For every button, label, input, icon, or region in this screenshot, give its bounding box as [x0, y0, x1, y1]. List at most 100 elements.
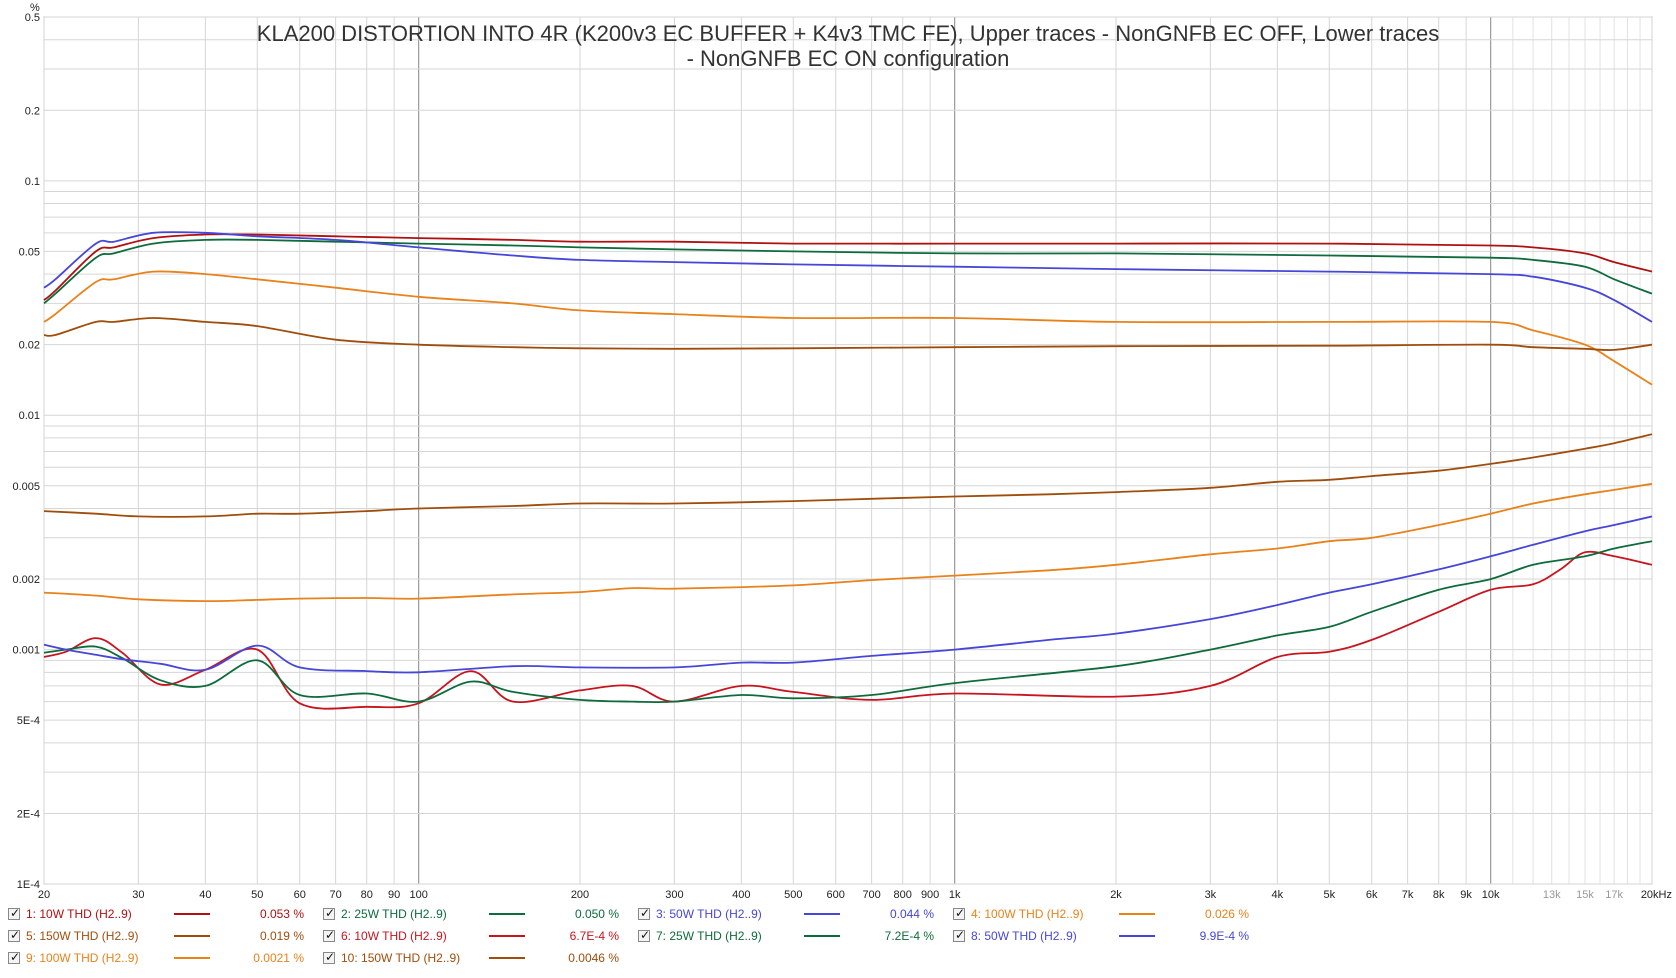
legend-item-7: ✓ 7: 25W THD (H2..9) 7.2E-4 %	[638, 926, 934, 946]
check-icon: ✓	[325, 906, 336, 920]
legend-series-name: 7: 25W THD (H2..9)	[656, 929, 762, 943]
x-tick-label: 1k	[949, 889, 961, 901]
legend-checkbox-8[interactable]: ✓	[953, 928, 965, 942]
legend-item-6: ✓ 6: 10W THD (H2..9) 6.7E-4 %	[323, 926, 619, 946]
legend-swatch	[489, 935, 525, 937]
legend-series-name: 1: 10W THD (H2..9)	[26, 907, 132, 921]
x-tick-label: 200	[571, 889, 589, 901]
x-tick-label: 60	[294, 889, 306, 901]
legend-checkbox-2[interactable]: ✓	[323, 906, 336, 920]
legend-series-value: 0.0021 %	[253, 951, 304, 965]
legend-series-name: 8: 50W THD (H2..9)	[971, 929, 1077, 943]
y-tick-label: 0.2	[25, 105, 40, 117]
series-line-1	[43, 233, 1653, 301]
legend-series-value: 7.2E-4 %	[884, 929, 934, 943]
legend-series-value: 0.050 %	[574, 907, 619, 921]
x-tick-label: 10k	[1482, 889, 1500, 901]
y-tick-label: 0.5	[25, 12, 40, 24]
series-line-8	[43, 515, 1653, 674]
x-tick-label: 6k	[1366, 889, 1378, 901]
series-line-2	[43, 238, 1653, 305]
legend-checkbox-3[interactable]: ✓	[638, 906, 650, 920]
x-tick-label: 40	[199, 889, 211, 901]
legend-item-5: ✓ 5: 150W THD (H2..9) 0.019 %	[8, 926, 304, 946]
legend-swatch	[804, 935, 840, 937]
legend-series-value: 6.7E-4 %	[569, 929, 619, 943]
series-line-10	[43, 433, 1653, 518]
legend-swatch	[1119, 913, 1155, 915]
x-tick-label: 500	[784, 889, 802, 901]
legend-item-8: ✓ 8: 50W THD (H2..9) 9.9E-4 %	[953, 926, 1249, 946]
check-icon: ✓	[325, 950, 336, 964]
legend-item-9: ✓ 9: 100W THD (H2..9) 0.0021 %	[8, 948, 304, 968]
legend-series-value: 9.9E-4 %	[1199, 929, 1249, 943]
x-tick-label: 20	[38, 889, 50, 901]
legend-item-2: ✓ 2: 25W THD (H2..9) 0.050 %	[323, 904, 619, 924]
legend: ✓ 1: 10W THD (H2..9) 0.053 % ✓ 2: 25W THD (H…	[0, 904, 1676, 978]
chart-title-line1: KLA200 DISTORTION INTO 4R (K200v3 EC BUF…	[257, 21, 1439, 46]
series-line-7	[43, 540, 1653, 704]
legend-item-4: ✓ 4: 100W THD (H2..9) 0.026 %	[953, 904, 1249, 924]
y-tick-label: 0.02	[19, 340, 40, 352]
legend-checkbox-9[interactable]: ✓	[8, 950, 21, 964]
y-unit-label: %	[30, 2, 40, 14]
y-tick-label: 0.05	[19, 246, 40, 258]
legend-series-name: 6: 10W THD (H2..9)	[341, 929, 447, 943]
y-tick-label: 2E-4	[17, 808, 40, 820]
legend-item-10: ✓ 10: 150W THD (H2..9) 0.0046 %	[323, 948, 619, 968]
y-tick-label: 0.001	[12, 645, 40, 657]
x-tick-label: 3k	[1205, 889, 1217, 901]
check-icon: ✓	[325, 928, 336, 942]
legend-checkbox-1[interactable]: ✓	[8, 906, 20, 920]
x-tick-label: 13k	[1543, 889, 1561, 901]
y-tick-label: 0.005	[12, 481, 40, 493]
legend-swatch	[174, 957, 210, 959]
legend-checkbox-4[interactable]: ✓	[953, 906, 965, 920]
legend-item-1: ✓ 1: 10W THD (H2..9) 0.053 %	[8, 904, 304, 924]
x-tick-label: 100	[409, 889, 427, 901]
legend-swatch	[1119, 935, 1155, 937]
x-tick-label: 90	[388, 889, 400, 901]
legend-swatch	[804, 913, 840, 915]
legend-item-3: ✓ 3: 50W THD (H2..9) 0.044 %	[638, 904, 934, 924]
check-icon: ✓	[10, 928, 21, 942]
x-tick-label: 15k	[1576, 889, 1594, 901]
legend-series-value: 0.044 %	[889, 907, 934, 921]
legend-swatch	[174, 935, 210, 937]
thd-chart: 0.5 0.2 0.1 0.05 0.02 0.01 0.005 0.002 0.001 5E-4…	[12, 2, 1672, 901]
series-line-4	[43, 270, 1653, 386]
legend-checkbox-7[interactable]: ✓	[638, 928, 651, 942]
y-tick-label: 0.002	[12, 574, 40, 586]
x-tick-label: 50	[251, 889, 263, 901]
legend-series-name: 4: 100W THD (H2..9)	[971, 907, 1084, 921]
x-tick-label: 8k	[1433, 889, 1445, 901]
y-tick-label: 1E-4	[17, 879, 40, 891]
legend-checkbox-6[interactable]: ✓	[323, 928, 336, 942]
series-line-9	[43, 482, 1653, 603]
legend-checkbox-10[interactable]: ✓	[323, 950, 336, 964]
legend-series-name: 5: 150W THD (H2..9)	[26, 929, 139, 943]
x-tick-label: 7k	[1402, 889, 1414, 901]
legend-swatch	[174, 913, 210, 915]
x-tick-label: 20kHz	[1641, 889, 1672, 901]
x-tick-label: 5k	[1323, 889, 1335, 901]
x-tick-label: 300	[665, 889, 683, 901]
x-tick-label: 30	[132, 889, 144, 901]
chart-title-line2: - NonGNFB EC ON configuration	[687, 46, 1010, 71]
x-tick-label: 600	[827, 889, 845, 901]
x-tick-label: 80	[361, 889, 373, 901]
legend-series-value: 0.053 %	[259, 907, 304, 921]
legend-series-name: 9: 100W THD (H2..9)	[26, 951, 139, 965]
legend-series-value: 0.0046 %	[568, 951, 619, 965]
legend-series-name: 3: 50W THD (H2..9)	[656, 907, 762, 921]
check-icon: ✓	[10, 950, 21, 964]
legend-checkbox-5[interactable]: ✓	[8, 928, 21, 942]
legend-swatch	[489, 913, 525, 915]
x-tick-label: 2k	[1110, 889, 1122, 901]
legend-series-value: 0.026 %	[1204, 907, 1249, 921]
check-icon: ✓	[640, 928, 651, 942]
x-tick-label: 70	[329, 889, 341, 901]
y-tick-label: 0.1	[25, 176, 40, 188]
plot-area	[43, 16, 1653, 885]
x-tick-label: 700	[862, 889, 880, 901]
